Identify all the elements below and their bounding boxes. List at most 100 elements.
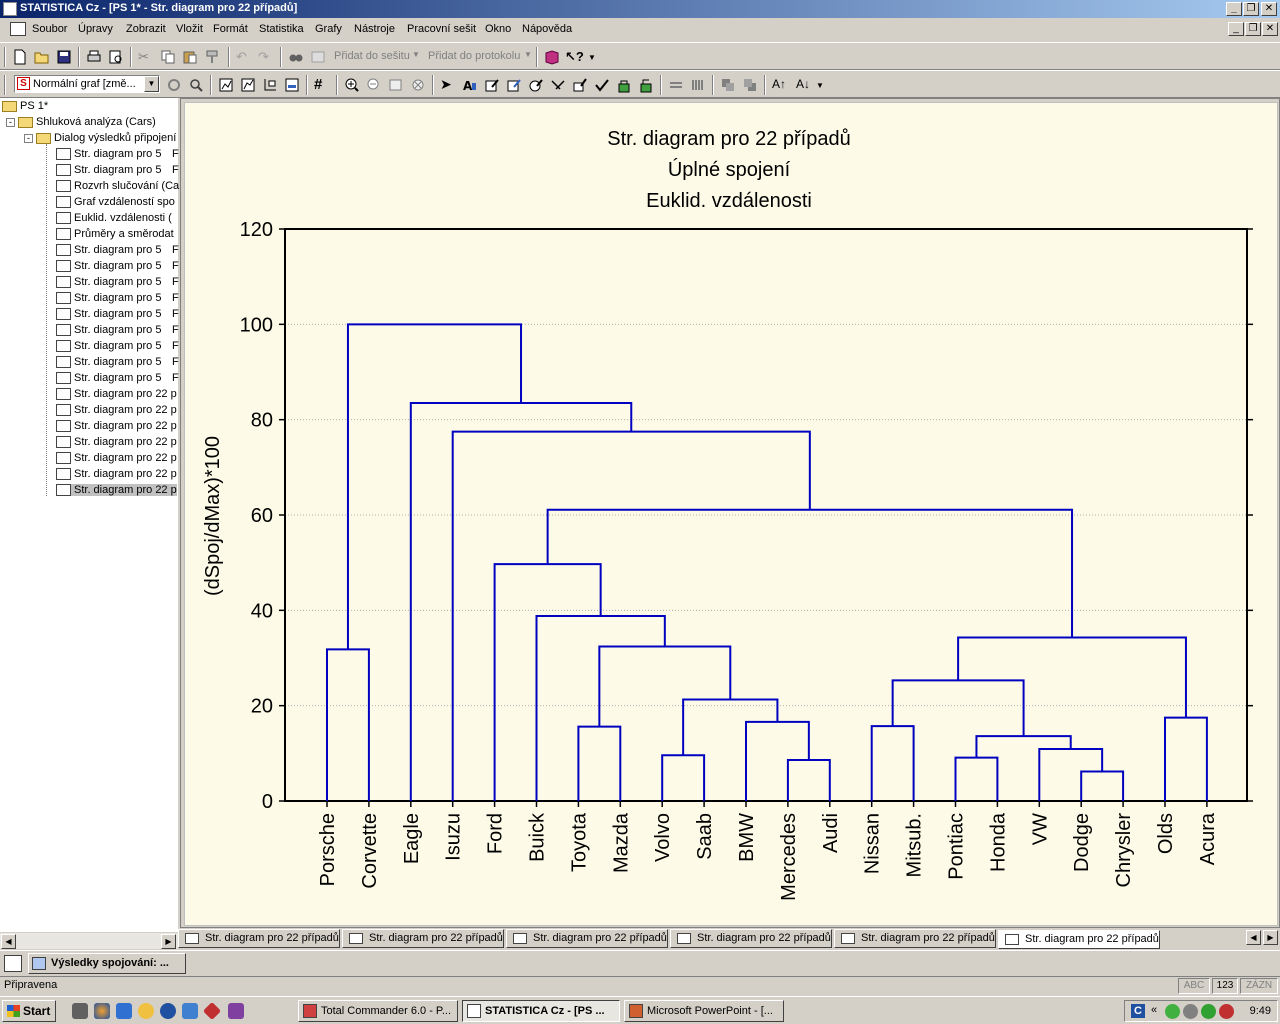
- draw-shape-icon[interactable]: [528, 77, 544, 93]
- update-icon[interactable]: [1201, 1004, 1216, 1019]
- antivirus-icon[interactable]: [1183, 1004, 1198, 1019]
- print-icon[interactable]: [86, 49, 102, 65]
- plot-icon[interactable]: [284, 77, 300, 93]
- tree-item-graph[interactable]: Str. diagram pro 22 p: [56, 420, 177, 433]
- app-icon[interactable]: [3, 2, 17, 16]
- send-to-back-icon[interactable]: [742, 77, 758, 93]
- edit-icon[interactable]: [484, 77, 500, 93]
- menu-upravy[interactable]: Úpravy: [78, 23, 113, 35]
- check-icon[interactable]: [594, 77, 610, 93]
- scroll-left-icon[interactable]: ◀: [1, 934, 16, 949]
- tab-graph-6-active[interactable]: Str. diagram pro 22 případů: [998, 930, 1160, 949]
- pointer-icon[interactable]: ➤: [440, 76, 452, 92]
- save-icon[interactable]: [56, 49, 72, 65]
- network-icon[interactable]: [1165, 1004, 1180, 1019]
- winrar-icon[interactable]: [228, 1003, 244, 1019]
- tree-horizontal-scrollbar[interactable]: ◀ ▶: [0, 932, 178, 949]
- maximize-button[interactable]: ❐: [1243, 2, 1259, 16]
- unlock-icon[interactable]: [638, 77, 654, 93]
- help-pointer-icon[interactable]: ↖?: [565, 49, 584, 64]
- tree-item-graph[interactable]: Str. diagram pro 22 p: [56, 404, 177, 417]
- add-to-report-button[interactable]: Přidat do protokolu: [428, 50, 521, 62]
- open-icon[interactable]: [34, 49, 50, 65]
- document-icon[interactable]: [10, 22, 26, 36]
- tree-item-graph[interactable]: Str. diagram pro 22 p: [56, 388, 177, 401]
- line-tool-icon[interactable]: [550, 77, 566, 93]
- add-to-workbook-button[interactable]: Přidat do sešitu: [334, 50, 410, 62]
- zoom-out-icon[interactable]: [366, 77, 382, 93]
- zoom-in-icon[interactable]: [344, 77, 360, 93]
- cut-icon[interactable]: ✂: [138, 49, 149, 64]
- tree-item-graph[interactable]: Euklid. vzdálenosti (: [56, 212, 172, 225]
- tree-analysis[interactable]: - Shluková analýza (Cars): [6, 116, 156, 128]
- tree-item-graph[interactable]: Rozvrh slučování (Ca: [56, 180, 179, 193]
- media-player-icon[interactable]: [160, 1003, 176, 1019]
- zoom-icon[interactable]: [188, 77, 204, 93]
- paste-icon[interactable]: [182, 49, 198, 65]
- language-icon[interactable]: C: [1131, 1004, 1145, 1018]
- menu-okno[interactable]: Okno: [485, 23, 512, 35]
- graph-canvas[interactable]: Str. diagram pro 22 případů Úplné spojen…: [184, 102, 1278, 926]
- menu-zobrazit[interactable]: Zobrazit: [126, 23, 166, 35]
- print-preview-icon[interactable]: [108, 49, 124, 65]
- tree-item-graph[interactable]: Graf vzdáleností spo: [56, 196, 175, 209]
- redo-icon[interactable]: ↷: [258, 49, 269, 64]
- find-icon[interactable]: [288, 49, 304, 65]
- minimize-button[interactable]: _: [1226, 2, 1242, 16]
- tab-graph-2[interactable]: Str. diagram pro 22 případů: [342, 929, 504, 948]
- dendrogram-chart[interactable]: Str. diagram pro 22 případů Úplné spojen…: [185, 103, 1279, 927]
- tab-graph-5[interactable]: Str. diagram pro 22 případů: [834, 929, 996, 948]
- outlook-icon[interactable]: [182, 1003, 198, 1019]
- tab-graph-3[interactable]: Str. diagram pro 22 případů: [506, 929, 668, 948]
- lock-icon[interactable]: [616, 77, 632, 93]
- new-icon[interactable]: [12, 49, 28, 65]
- tab-graph-1[interactable]: Str. diagram pro 22 případů: [178, 929, 340, 948]
- results-window-button[interactable]: Výsledky spojování: ...: [28, 953, 186, 974]
- collapse-icon[interactable]: -: [6, 117, 15, 127]
- graph-mode-select[interactable]: S Normální graf [změ... ▼: [14, 75, 160, 93]
- menu-vlozit[interactable]: Vložit: [176, 23, 203, 35]
- add-to-workbook-icon[interactable]: [310, 49, 326, 65]
- brush-icon[interactable]: [166, 77, 182, 93]
- edit-object-icon[interactable]: [506, 77, 522, 93]
- book-icon[interactable]: [544, 49, 560, 65]
- menu-pracovni-sesit[interactable]: Pracovní sešit: [407, 23, 477, 35]
- collapse-icon[interactable]: -: [24, 133, 33, 143]
- add-to-workbook-dropdown-icon[interactable]: ▼: [412, 50, 420, 59]
- menu-soubor[interactable]: Soubor: [32, 23, 68, 35]
- distribute-icon[interactable]: [690, 77, 706, 93]
- start-button[interactable]: Start: [2, 1000, 56, 1022]
- clock-app-icon[interactable]: [138, 1003, 154, 1019]
- tree-item-graph[interactable]: Str. diagram pro 22 p: [56, 452, 177, 465]
- format-painter-icon[interactable]: [204, 49, 220, 65]
- tab-scroll-right-icon[interactable]: ▶: [1263, 930, 1278, 945]
- chevron-down-icon[interactable]: ▼: [144, 76, 159, 92]
- app-launcher-icon[interactable]: [202, 1001, 222, 1021]
- add-to-report-dropdown-icon[interactable]: ▼: [524, 50, 532, 59]
- font-dropdown-icon[interactable]: ▼: [816, 81, 824, 90]
- tree-root[interactable]: PS 1*: [2, 100, 48, 112]
- tree-item-graph[interactable]: Str. diagram pro 22 p: [56, 436, 177, 449]
- font-smaller-icon[interactable]: A↓: [796, 77, 811, 91]
- font-larger-icon[interactable]: A↑: [772, 77, 787, 91]
- tree-item-graph[interactable]: Str. diagram pro 22 p: [56, 468, 177, 481]
- workbook-tree[interactable]: PS 1* - Shluková analýza (Cars) - Dialog v…: [0, 98, 179, 932]
- taskbar-statistica[interactable]: STATISTICA Cz - [PS ...: [462, 1000, 620, 1022]
- mdi-restore-button[interactable]: ❐: [1245, 22, 1261, 36]
- menu-format[interactable]: Formát: [213, 23, 248, 35]
- copy-icon[interactable]: [160, 49, 176, 65]
- graph-window-icon[interactable]: [4, 955, 22, 972]
- menu-statistika[interactable]: Statistika: [259, 23, 304, 35]
- help-dropdown-icon[interactable]: ▼: [588, 53, 596, 62]
- menu-grafy[interactable]: Grafy: [315, 23, 342, 35]
- scroll-right-icon[interactable]: ▶: [161, 934, 176, 949]
